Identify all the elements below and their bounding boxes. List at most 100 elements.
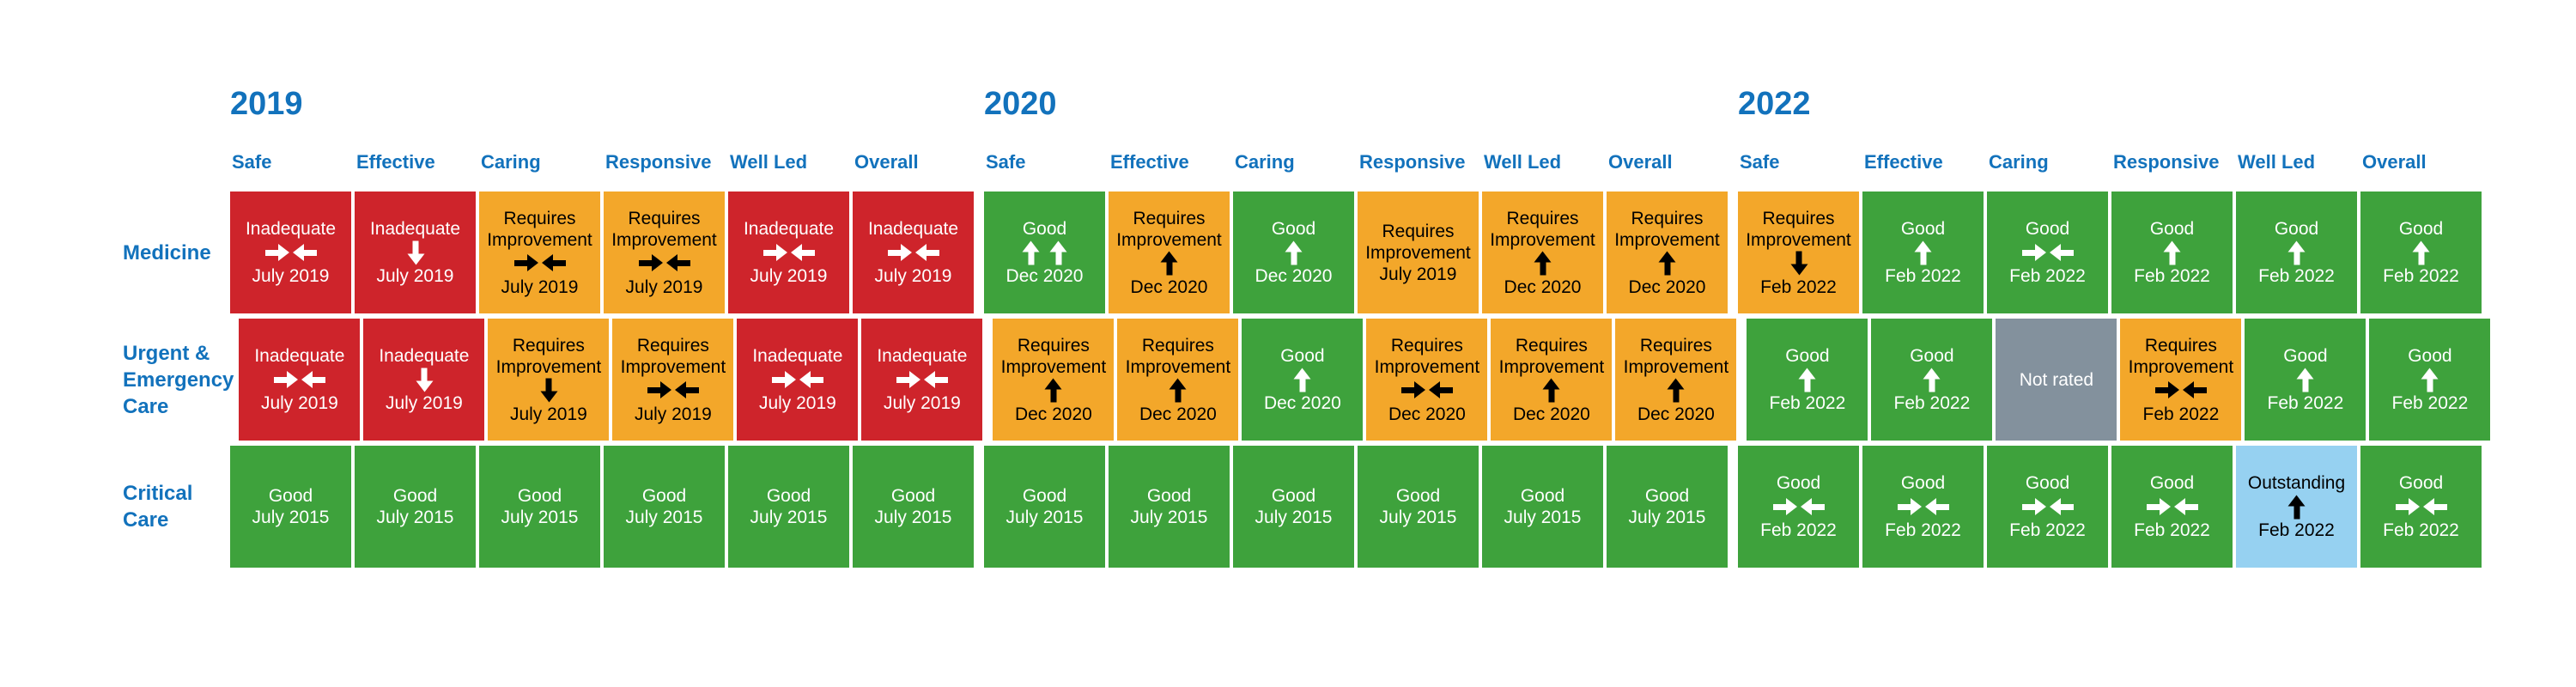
rating-label: Good xyxy=(1776,473,1821,493)
column-header-well-led: Well Led xyxy=(1484,151,1562,173)
rating-cell: Good Dec 2020 xyxy=(1242,319,1364,441)
rating-cell: Inadequate July 2019 xyxy=(853,192,974,313)
arrow-glyph xyxy=(539,378,557,404)
rating-label: Good xyxy=(2149,473,2195,493)
arrow-glyph xyxy=(2163,240,2181,265)
rating-label: Requires Improvement xyxy=(1116,208,1222,250)
rating-date: Feb 2022 xyxy=(1760,520,1837,540)
rating-label: Not rated xyxy=(2019,369,2094,390)
rating-cell: Good Dec 2020 xyxy=(984,192,1105,313)
trend-down-icon xyxy=(536,380,562,401)
rating-date: July 2019 xyxy=(634,404,712,424)
rating-label: Good xyxy=(1271,486,1316,506)
rating-cell: Good July 2015 xyxy=(355,446,476,568)
trend-up-icon xyxy=(1165,380,1191,401)
year-cell-group: Good Feb 2022 Good Feb 2022 Good Feb 2022 Good… xyxy=(1738,446,2482,568)
column-header-responsive: Responsive xyxy=(2113,151,2220,173)
arrow-glyph xyxy=(2296,367,2314,392)
year-cell-group: Good Dec 2020 Requires Improvement Dec 2020… xyxy=(984,192,1728,313)
arrow-glyph xyxy=(1049,240,1067,265)
trend-up-icon xyxy=(1530,253,1556,274)
trend-same-icon xyxy=(1772,496,1826,517)
rating-cell: Requires Improvement July 2019 xyxy=(479,192,600,313)
rating-date: July 2015 xyxy=(625,508,703,527)
rating-label: Good xyxy=(1644,486,1690,506)
column-header-group: Safe Effective Caring Responsive Well Led Ove… xyxy=(230,151,974,174)
rating-date: Feb 2022 xyxy=(2391,393,2469,413)
arrow-glyph xyxy=(1772,497,1798,516)
arrow-glyph xyxy=(541,254,567,272)
arrow-glyph xyxy=(1542,378,1560,404)
rating-label: Good xyxy=(1785,346,1830,366)
rating-label: Inadequate xyxy=(379,346,470,366)
rating-date: Feb 2022 xyxy=(1893,393,1971,413)
rating-cell: Good Feb 2022 xyxy=(1862,192,1984,313)
trend-same-icon xyxy=(264,242,318,263)
rating-label: Good xyxy=(1280,346,1325,366)
rating-cell: Not rated xyxy=(1996,319,2117,441)
rating-label: Good xyxy=(1022,486,1067,506)
column-header-overall: Overall xyxy=(1608,151,1673,173)
trend-same-icon xyxy=(513,253,567,274)
rating-date: Dec 2020 xyxy=(1263,393,1341,413)
rating-date: July 2019 xyxy=(750,266,828,286)
rating-label: Requires Improvement xyxy=(487,208,592,250)
trend-up-icon xyxy=(2284,242,2310,263)
trend-up-up-icon xyxy=(1018,242,1072,263)
rating-cell: Good July 2015 xyxy=(728,446,849,568)
arrow-glyph xyxy=(2182,381,2208,399)
rating-cell: Good Feb 2022 xyxy=(1747,319,1868,441)
rating-label: Good xyxy=(1520,486,1565,506)
arrow-glyph xyxy=(1667,378,1685,404)
year-title: 2020 xyxy=(984,86,1057,122)
arrow-glyph xyxy=(2412,240,2430,265)
rating-date: July 2015 xyxy=(874,508,952,527)
rating-label: Inadequate xyxy=(369,219,461,239)
year-group-2020: 2020 xyxy=(984,86,1728,125)
trend-down-icon xyxy=(403,242,428,263)
arrow-glyph xyxy=(513,254,539,272)
arrow-glyph xyxy=(1400,381,1426,399)
arrow-glyph xyxy=(1914,240,1932,265)
rating-cell: Good Feb 2022 xyxy=(1862,446,1984,568)
rating-date: July 2015 xyxy=(376,508,454,527)
rating-label: Good xyxy=(641,486,687,506)
arrow-glyph xyxy=(1285,240,1303,265)
rating-date: July 2015 xyxy=(1504,508,1582,527)
rating-cell: Requires Improvement July 2019 xyxy=(604,192,725,313)
rating-cell: Good July 2015 xyxy=(1358,446,1479,568)
trend-up-icon xyxy=(2160,242,2185,263)
rating-cell: Good Feb 2022 xyxy=(2245,319,2366,441)
arrow-glyph xyxy=(1798,367,1816,392)
arrow-glyph xyxy=(923,371,949,389)
rating-date: July 2015 xyxy=(252,508,330,527)
year-titles-row: 2019 2020 2022 xyxy=(123,86,2500,125)
arrow-glyph xyxy=(2173,498,2199,516)
arrow-glyph xyxy=(1022,240,1040,265)
column-header-effective: Effective xyxy=(356,151,435,173)
rating-date: Feb 2022 xyxy=(2258,266,2335,286)
arrow-glyph xyxy=(264,243,290,262)
year-cell-group: Requires Improvement Feb 2022 Good Feb 2022… xyxy=(1738,192,2482,313)
rating-cell: Requires Improvement Dec 2020 xyxy=(1117,319,1239,441)
rating-date: Feb 2022 xyxy=(1885,520,1961,540)
rating-label: Requires Improvement xyxy=(1374,335,1480,377)
arrow-glyph xyxy=(2021,497,2047,516)
rating-label: Good xyxy=(1900,473,1946,493)
rating-cell: Good July 2015 xyxy=(479,446,600,568)
rating-date: July 2019 xyxy=(509,404,587,424)
column-header-caring: Caring xyxy=(1989,151,2049,173)
row-label-spacer xyxy=(123,86,230,125)
column-header-safe: Safe xyxy=(986,151,1026,173)
year-title: 2022 xyxy=(1738,86,1811,122)
arrow-glyph xyxy=(647,381,672,399)
arrow-glyph xyxy=(1923,367,1941,392)
arrow-glyph xyxy=(2421,367,2439,392)
column-header-effective: Effective xyxy=(1110,151,1189,173)
arrow-glyph xyxy=(2287,494,2306,520)
arrow-glyph xyxy=(665,254,691,272)
rating-label: Requires Improvement xyxy=(1000,335,1107,377)
rating-label: Requires Improvement xyxy=(620,335,726,377)
trend-same-icon xyxy=(1897,496,1950,517)
row-label: Medicine xyxy=(123,240,211,264)
